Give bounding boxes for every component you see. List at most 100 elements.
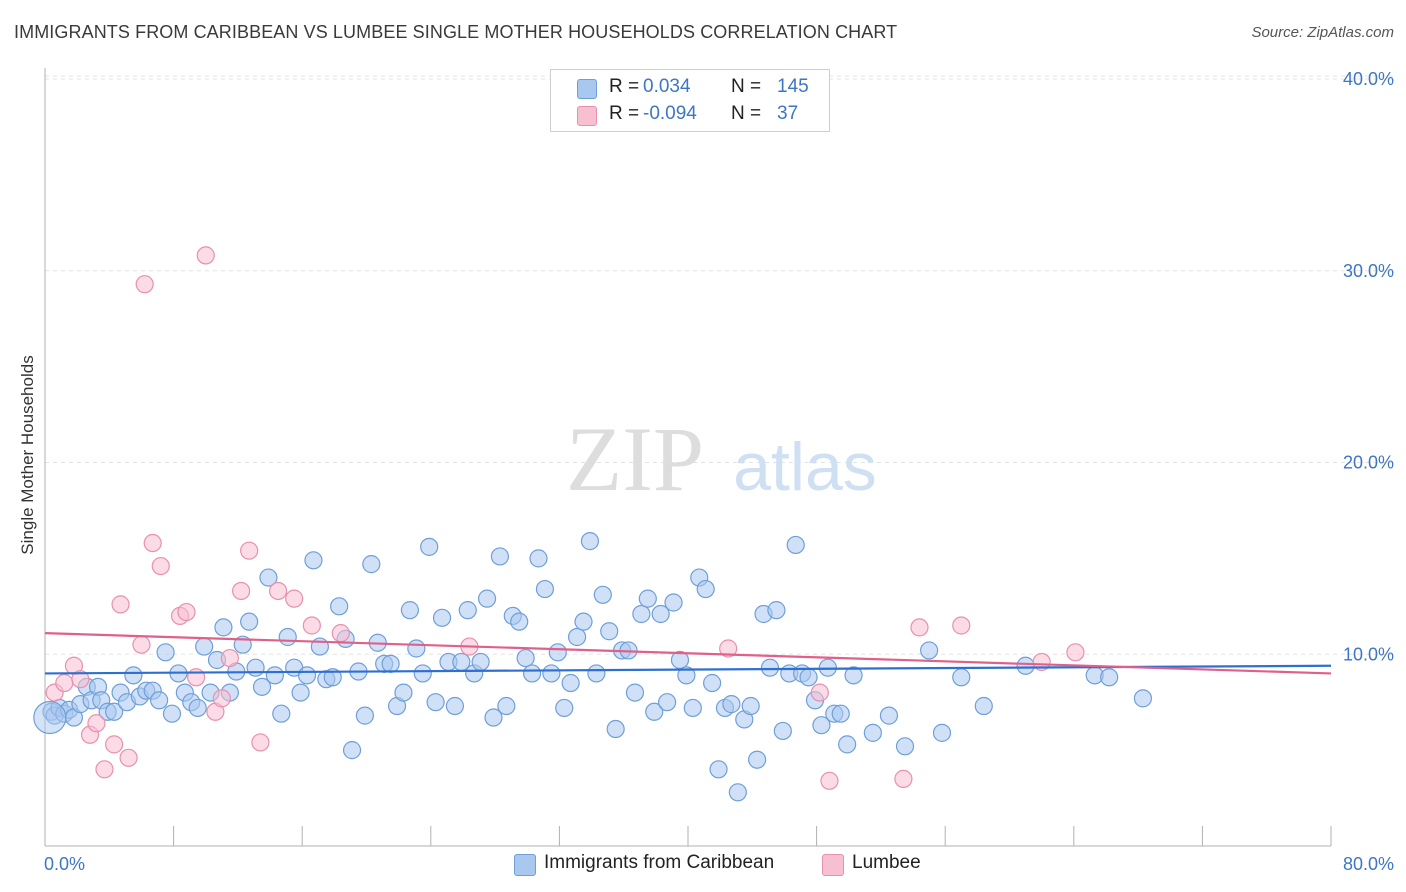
caribbean-point: [879, 706, 899, 725]
lumbee-point: [719, 639, 738, 658]
lumbee-point: [187, 668, 206, 687]
caribbean-point: [1133, 689, 1153, 708]
caribbean-point: [272, 704, 291, 723]
caribbean-point: [683, 698, 702, 718]
y-tick-label: 10.0%: [1343, 644, 1394, 664]
lumbee-point: [135, 275, 154, 294]
caribbean-point: [638, 589, 657, 608]
caribbean-point: [420, 537, 439, 556]
caribbean-point: [522, 664, 542, 683]
lumbee-point: [268, 581, 288, 601]
lumbee-point: [132, 635, 151, 654]
lumbee-point: [810, 683, 829, 702]
lumbee-point: [95, 760, 114, 779]
caribbean-point: [291, 683, 310, 702]
lumbee-point: [1032, 652, 1051, 672]
series-caribbean-points: [33, 532, 1153, 802]
caribbean-point: [574, 612, 593, 631]
caribbean-point: [561, 673, 580, 693]
caribbean-point: [240, 612, 259, 631]
lumbee-point: [910, 618, 929, 637]
caribbean-point: [722, 695, 741, 714]
caribbean-point: [709, 760, 728, 779]
caribbean-point: [105, 702, 124, 721]
lumbee-point: [151, 556, 170, 576]
caribbean-point: [252, 677, 272, 696]
tick-labels: 10.0% 20.0% 30.0% 40.0% 0.0% 80.0%: [44, 69, 1394, 874]
caribbean-point: [844, 666, 863, 685]
caribbean-point: [606, 719, 625, 739]
series-legend: Immigrants from Caribbean Lumbee: [0, 852, 1406, 878]
caribbean-point: [432, 608, 452, 627]
y-tick-label: 20.0%: [1343, 453, 1394, 473]
lumbee-point: [111, 595, 130, 614]
caribbean-point: [330, 597, 349, 616]
caribbean-point: [445, 696, 465, 716]
caribbean-point: [645, 702, 664, 721]
lumbee-point: [105, 735, 124, 754]
lumbee-point: [285, 589, 304, 608]
caribbean-point: [831, 704, 850, 723]
caribbean-point: [760, 658, 780, 677]
lumbee-point: [212, 689, 231, 708]
caribbean-point: [555, 698, 574, 718]
caribbean-point: [895, 737, 915, 756]
caribbean-point: [748, 750, 767, 769]
caribbean-point: [150, 691, 169, 710]
caribbean-point: [548, 643, 567, 662]
legend-n-value: 145: [777, 76, 809, 97]
lumbee-point: [119, 748, 138, 767]
caribbean-point: [587, 664, 606, 683]
caribbean-point: [381, 654, 400, 673]
caribbean-point: [703, 673, 722, 693]
legend-r-label: R =: [609, 76, 640, 97]
caribbean-point: [471, 652, 490, 672]
caribbean-point: [246, 658, 265, 677]
legend-swatch-lumbee: [577, 106, 597, 126]
caribbean-point: [593, 585, 612, 604]
lumbee-point: [240, 541, 259, 560]
lumbee-point: [251, 733, 270, 752]
caribbean-point: [625, 683, 645, 702]
trend-lines: [44, 632, 1332, 675]
caribbean-point: [516, 648, 535, 668]
caribbean-point: [477, 589, 497, 608]
chart-title: IMMIGRANTS FROM CARIBBEAN VS LUMBEE SING…: [14, 22, 898, 42]
y-tick-label: 40.0%: [1343, 69, 1394, 89]
series-lumbee-points: [45, 246, 1085, 790]
caribbean-point: [767, 601, 786, 620]
caribbean-point: [863, 723, 882, 742]
axes: [44, 68, 1332, 847]
trend-line-lumbee: [44, 632, 1332, 675]
caribbean-point-large: [33, 700, 67, 735]
caribbean-point: [497, 696, 516, 716]
watermark-atlas: atlas: [733, 429, 877, 505]
caribbean-point: [932, 723, 952, 742]
caribbean-point: [484, 708, 503, 727]
caribbean-point: [458, 601, 477, 620]
legend-swatch-lumbee: [822, 854, 844, 876]
caribbean-point: [342, 741, 362, 760]
caribbean-point: [651, 604, 670, 624]
caribbean-point: [658, 693, 677, 712]
caribbean-point: [407, 639, 426, 658]
legend-row-lumbee: R = -0.094 N = 37: [551, 102, 829, 128]
lumbee-point: [177, 602, 196, 622]
y-tick-label: 30.0%: [1343, 261, 1394, 281]
lumbee-point: [302, 616, 321, 635]
caribbean-point: [838, 735, 857, 754]
caribbean-point: [799, 668, 818, 687]
lumbee-point: [71, 670, 90, 689]
caribbean-point: [1100, 668, 1119, 687]
caribbean-point: [920, 641, 939, 660]
caribbean-point: [259, 568, 278, 587]
lumbee-point: [331, 624, 350, 643]
caribbean-point: [529, 549, 548, 568]
x-tick-label: 0.0%: [44, 854, 85, 874]
caribbean-point: [304, 551, 323, 570]
caribbean-point: [741, 696, 760, 716]
caribbean-point: [728, 783, 747, 802]
lumbee-point: [220, 648, 239, 668]
caribbean-point: [156, 643, 175, 662]
legend-label-caribbean: Immigrants from Caribbean: [544, 852, 775, 873]
